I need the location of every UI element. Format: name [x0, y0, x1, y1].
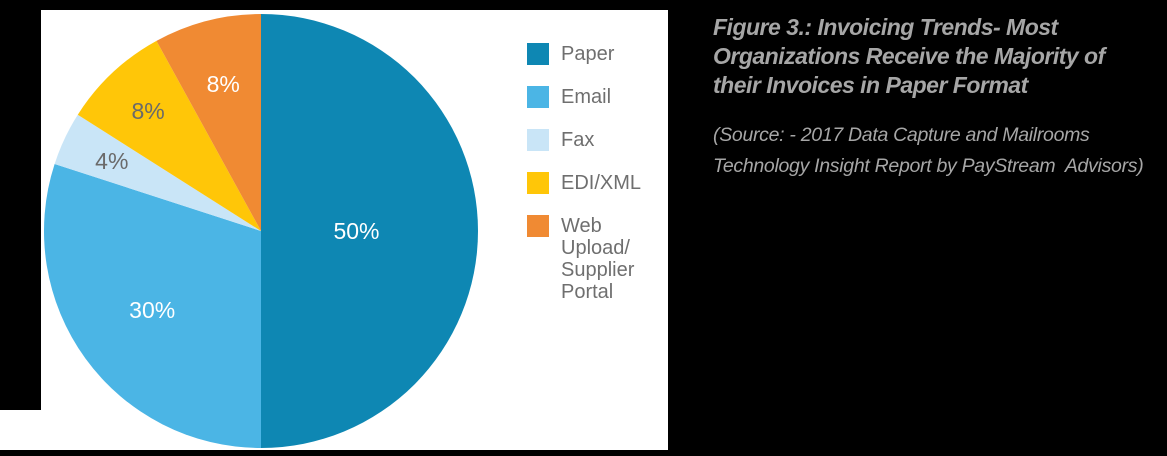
- figure-caption-line: Figure 3.: Invoicing Trends- Most: [713, 14, 1058, 40]
- pie-slice-edi-xml: [77, 40, 261, 232]
- legend-swatch-fax: [527, 129, 549, 151]
- pie-value-label: 30%: [129, 297, 175, 323]
- legend-item-email: Email: [527, 86, 611, 108]
- legend-swatch-email: [527, 86, 549, 108]
- pie-slice-email: [43, 163, 262, 448]
- pie-value-label: 8%: [207, 71, 240, 97]
- legend-item-edi-xml: EDI/XML: [527, 172, 641, 194]
- pie-slice-fax: [54, 114, 262, 231]
- legend-label-edi-xml: EDI/XML: [561, 172, 642, 194]
- figure-source-line: Technology Insight Report by PayStream A…: [713, 155, 1144, 177]
- pie-value-label: 8%: [131, 98, 164, 124]
- pie-slice-paper: [261, 14, 478, 448]
- figure-caption: Figure 3.: Invoicing Trends- Most Organi…: [713, 13, 1167, 100]
- legend-item-fax: Fax: [527, 129, 594, 151]
- legend-label-web-upload-supplier-portal: Web Upload/ Supplier Portal: [561, 215, 635, 303]
- page-background-patch: [0, 410, 41, 450]
- legend-swatch-paper: [527, 43, 549, 65]
- legend-swatch-edi-xml: [527, 172, 549, 194]
- legend-item-paper: Paper: [527, 43, 614, 65]
- pie-value-label: 4%: [95, 148, 128, 174]
- legend-label-fax: Fax: [561, 129, 595, 151]
- figure-caption-line: Organizations Receive the Majority of: [713, 43, 1105, 69]
- pie-value-label: 50%: [333, 218, 379, 244]
- figure-source: (Source: - 2017 Data Capture and Mailroo…: [713, 120, 1167, 182]
- legend-label-email: Email: [561, 86, 612, 108]
- figure-source-line: (Source: - 2017 Data Capture and Mailroo…: [713, 124, 1090, 146]
- pie-slice-web-upload-supplier-portal: [156, 13, 261, 231]
- figure-caption-line: their Invoices in Paper Format: [713, 72, 1028, 98]
- legend-item-web-upload-supplier-portal: Web Upload/ Supplier Portal: [527, 215, 672, 303]
- legend-swatch-web-upload-supplier-portal: [527, 215, 549, 237]
- legend-label-paper: Paper: [561, 43, 615, 65]
